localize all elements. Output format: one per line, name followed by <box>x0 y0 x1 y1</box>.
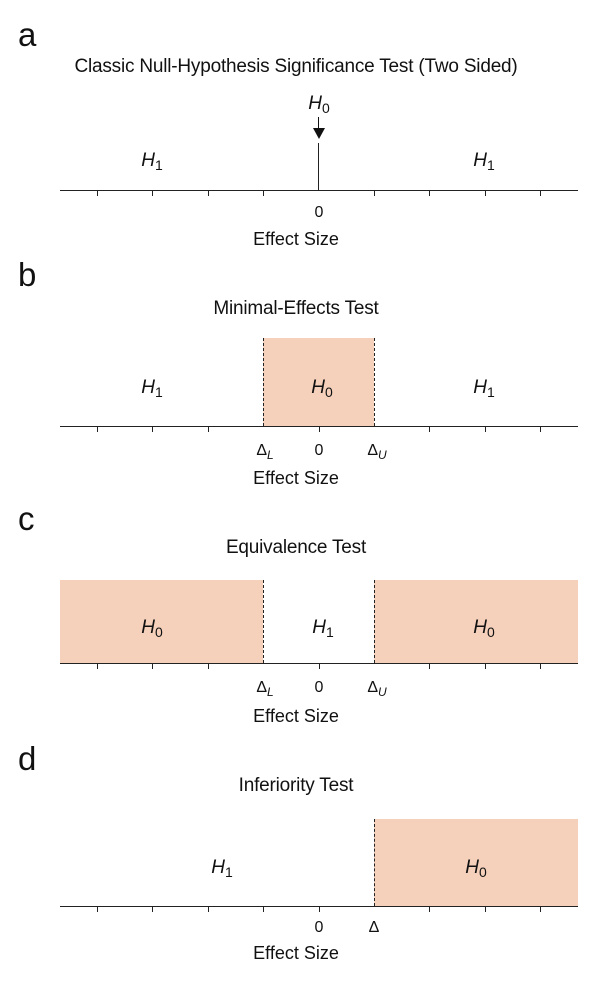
null-region-shade-left <box>60 580 263 663</box>
axis-tick <box>208 664 209 669</box>
tick-label-zero: 0 <box>314 919 324 936</box>
axis-tick <box>429 907 430 912</box>
null-arrow-stem <box>318 117 319 129</box>
bound-line <box>374 819 375 906</box>
axis-tick <box>485 907 486 912</box>
panel-title: Inferiority Test <box>238 775 354 796</box>
null-region-shade <box>263 338 374 426</box>
x-axis-label: Effect Size <box>253 468 339 488</box>
axis-tick <box>429 427 430 432</box>
tick-label-lower-bound: ΔL <box>256 442 274 462</box>
region-label: H1 <box>211 857 233 880</box>
arrow-hypothesis-label: H0 <box>308 93 330 116</box>
axis-tick <box>208 191 209 196</box>
tick-label-upper-bound: ΔU <box>367 442 387 462</box>
panel-title: Equivalence Test <box>225 537 367 558</box>
axis-tick <box>429 664 430 669</box>
axis-tick <box>263 907 264 912</box>
axis-tick <box>152 191 153 196</box>
null-region-shade <box>374 819 578 906</box>
panel-letter: b <box>18 256 37 293</box>
region-label: H0 <box>311 377 333 400</box>
upper-bound-line <box>374 338 375 426</box>
panel-letter: d <box>18 740 37 777</box>
axis-tick <box>540 907 541 912</box>
region-label: H1 <box>473 150 495 173</box>
axis-tick <box>485 427 486 432</box>
tick-label-upper-bound: ΔU <box>367 679 387 699</box>
x-axis-label: Effect Size <box>253 943 339 963</box>
panel-title: Classic Null-Hypothesis Significance Tes… <box>74 56 518 77</box>
panel-letter: a <box>18 16 37 53</box>
effect-size-axis <box>60 663 578 664</box>
axis-tick <box>208 427 209 432</box>
lower-bound-line <box>263 338 264 426</box>
axis-tick <box>540 191 541 196</box>
panel-title: Minimal-Effects Test <box>213 298 379 319</box>
panel-letter: c <box>18 500 35 537</box>
axis-tick <box>319 907 320 912</box>
null-point-line <box>318 143 319 191</box>
tick-label-zero: 0 <box>314 442 324 459</box>
axis-tick <box>429 191 430 196</box>
effect-size-axis <box>60 190 578 191</box>
axis-tick <box>263 191 264 196</box>
region-label: H0 <box>141 617 163 640</box>
axis-tick <box>319 664 320 669</box>
panel-a: a Classic Null-Hypothesis Significance T… <box>0 0 592 250</box>
axis-tick <box>97 191 98 196</box>
upper-bound-line <box>374 580 375 663</box>
axis-tick <box>152 427 153 432</box>
null-arrow-head <box>313 128 325 139</box>
null-region-shade-right <box>374 580 578 663</box>
axis-tick <box>485 664 486 669</box>
region-label: H0 <box>473 617 495 640</box>
x-axis-label: Effect Size <box>253 229 339 249</box>
axis-tick <box>152 664 153 669</box>
axis-tick <box>208 907 209 912</box>
tick-label-zero: 0 <box>314 204 324 221</box>
tick-label-zero: 0 <box>314 679 324 696</box>
axis-tick <box>485 191 486 196</box>
lower-bound-line <box>263 580 264 663</box>
axis-tick <box>152 907 153 912</box>
region-label: H1 <box>141 377 163 400</box>
tick-label-bound: Δ <box>368 919 380 936</box>
axis-tick <box>540 427 541 432</box>
axis-tick <box>97 907 98 912</box>
axis-tick <box>540 664 541 669</box>
effect-size-axis <box>60 906 578 907</box>
region-label: H0 <box>465 857 487 880</box>
region-label: H1 <box>141 150 163 173</box>
x-axis-label: Effect Size <box>253 706 339 726</box>
region-label: H1 <box>312 617 334 640</box>
region-label: H1 <box>473 377 495 400</box>
tick-label-lower-bound: ΔL <box>256 679 274 699</box>
axis-tick <box>319 427 320 432</box>
axis-tick <box>97 664 98 669</box>
effect-size-axis <box>60 426 578 427</box>
axis-tick <box>374 191 375 196</box>
axis-tick <box>97 427 98 432</box>
